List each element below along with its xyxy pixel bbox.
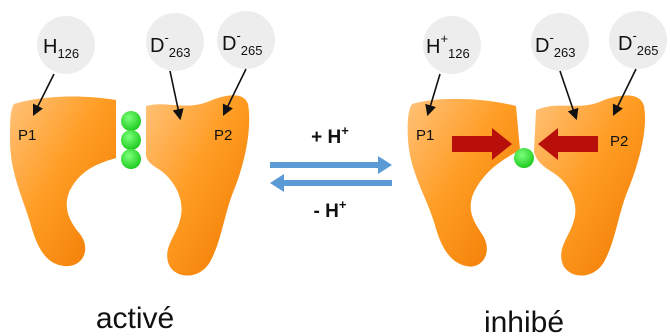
left-pointer-d265	[222, 68, 247, 117]
right-state: P1 P2 H+126 D-263 D-265 inhibé	[407, 11, 667, 336]
left-bubble-h126-base: H	[43, 36, 57, 58]
left-bubble-d263	[146, 13, 204, 71]
right-bubble-h126	[423, 16, 481, 74]
right-bubble-h126-sub: 126	[448, 46, 470, 61]
right-red-arrow-p1	[452, 128, 512, 160]
svg-text:D-263: D-263	[535, 30, 576, 60]
left-bubble-d263-sup: -	[164, 30, 168, 45]
left-subunit-p1	[10, 96, 116, 267]
reverse-arrow	[270, 174, 392, 192]
right-bubble-d263-sup: -	[549, 30, 553, 45]
svg-text:+ H+: + H+	[311, 123, 349, 148]
left-pointer-d263	[169, 70, 184, 121]
left-bubble-d265-base: D	[222, 33, 236, 55]
left-bubble-h126	[37, 16, 95, 74]
left-bubble-d263-base: D	[150, 35, 164, 57]
left-caption: activé	[96, 302, 174, 335]
right-bubble-d265-base: D	[618, 33, 632, 55]
left-green-ball-1	[121, 111, 141, 131]
left-p1-label: P1	[18, 127, 36, 144]
right-green-ball	[514, 148, 534, 168]
left-bubble-d265-sub: 265	[241, 43, 263, 58]
forward-arrow	[270, 156, 392, 174]
right-red-arrow-p2	[538, 128, 598, 160]
equilibrium-arrows: + H+ - H+	[270, 123, 392, 222]
svg-text:H+126: H+126	[426, 31, 470, 61]
left-bubble-h126-sub: 126	[57, 46, 79, 61]
right-pointer-d263	[559, 70, 579, 121]
right-subunit-p1	[407, 98, 520, 267]
right-bubble-d265-sub: 265	[637, 43, 659, 58]
right-pointer-h126	[425, 73, 441, 117]
right-bubble-d263-base: D	[535, 35, 549, 57]
forward-label: + H	[311, 127, 341, 148]
svg-text:H126: H126	[43, 36, 79, 61]
right-p2-label: P2	[610, 133, 628, 150]
right-subunit-p2	[534, 95, 646, 276]
left-subunit-p2	[146, 95, 250, 276]
svg-text:D-265: D-265	[222, 28, 263, 58]
svg-text:D-265: D-265	[618, 28, 659, 58]
right-bubble-d263-sub: 263	[554, 45, 576, 60]
left-bubble-d265-sup: -	[236, 28, 240, 43]
right-bubble-d263	[531, 13, 589, 71]
right-bubble-h126-sup: +	[440, 31, 448, 46]
left-state: P1 P2 H126 D-263 D-265 activé	[10, 11, 275, 335]
reverse-label: - H	[314, 201, 339, 222]
left-bubble-d263-sub: 263	[169, 45, 191, 60]
left-green-ball-2	[121, 130, 141, 150]
right-p1-label: P1	[416, 127, 434, 144]
reverse-label-sup: +	[339, 197, 347, 212]
forward-label-sup: +	[341, 123, 349, 138]
left-pointer-h126	[32, 73, 55, 117]
svg-text:D-263: D-263	[150, 30, 191, 60]
right-bubble-h126-base: H	[426, 36, 440, 58]
left-green-ball-3	[121, 149, 141, 169]
right-bubble-d265-sup: -	[632, 28, 636, 43]
left-bubble-d265	[217, 11, 275, 69]
right-caption: inhibé	[484, 306, 564, 336]
right-pointer-d265	[612, 68, 637, 117]
left-p2-label: P2	[214, 127, 232, 144]
right-bubble-d265	[609, 11, 667, 69]
svg-text:- H+: - H+	[314, 197, 347, 222]
